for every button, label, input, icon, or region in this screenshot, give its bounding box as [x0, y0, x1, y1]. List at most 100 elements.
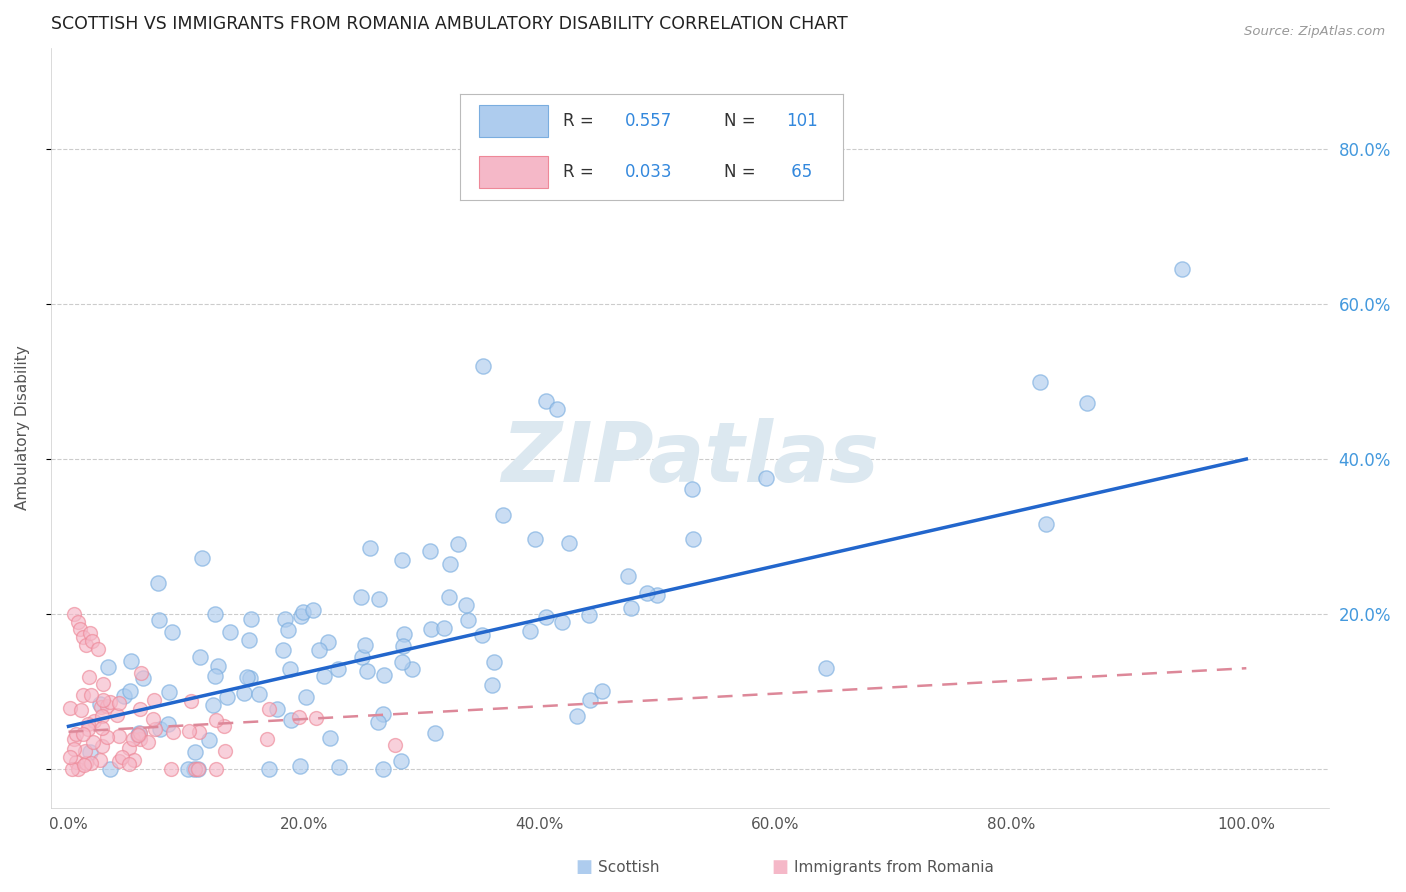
Point: [371, 762, 394, 776]
Point: [350, 591, 373, 605]
Point: [425, 726, 447, 740]
Point: [266, 702, 288, 716]
Point: [207, 659, 229, 673]
Point: [136, 735, 159, 749]
Point: [122, 753, 145, 767]
Point: [96, 731, 118, 745]
Point: [98, 695, 121, 709]
Point: [238, 633, 260, 648]
Point: [815, 661, 838, 675]
Point: [204, 762, 226, 776]
Point: [367, 715, 389, 730]
Point: [128, 725, 150, 739]
Text: Scottish: Scottish: [598, 860, 659, 874]
Point: [391, 655, 413, 669]
Point: [437, 590, 460, 604]
Point: [75, 638, 97, 652]
Point: [257, 702, 280, 716]
Point: [80, 634, 103, 648]
Point: [177, 762, 200, 776]
Point: [354, 638, 377, 652]
Point: [129, 732, 152, 747]
Point: [73, 744, 96, 758]
Point: [578, 608, 600, 623]
Text: ■: ■: [575, 858, 592, 876]
Point: [91, 739, 114, 754]
Point: [162, 624, 184, 639]
Point: [108, 697, 131, 711]
Point: [1035, 516, 1057, 531]
Point: [481, 678, 503, 692]
Point: [204, 669, 226, 683]
Point: [1076, 396, 1098, 410]
Point: [326, 662, 349, 676]
Point: [127, 728, 149, 742]
Point: [288, 710, 311, 724]
Point: [257, 762, 280, 776]
Point: [59, 701, 82, 715]
Point: [79, 670, 101, 684]
Point: [75, 756, 97, 770]
Point: [371, 706, 394, 721]
Point: [82, 734, 104, 748]
Point: [591, 684, 613, 698]
Text: ■: ■: [772, 858, 789, 876]
Text: Source: ZipAtlas.com: Source: ZipAtlas.com: [1244, 25, 1385, 38]
Point: [492, 508, 515, 522]
Point: [127, 729, 149, 743]
Point: [69, 623, 91, 637]
Point: [142, 712, 165, 726]
Point: [391, 639, 413, 653]
Point: [63, 742, 86, 756]
Point: [90, 721, 112, 735]
Point: [129, 665, 152, 680]
Point: [620, 600, 643, 615]
Point: [188, 724, 211, 739]
Point: [98, 762, 121, 776]
Point: [180, 694, 202, 708]
Point: [204, 713, 226, 727]
Point: [565, 709, 588, 723]
Point: [682, 532, 704, 546]
Point: [157, 685, 180, 699]
Point: [219, 625, 242, 640]
Point: [91, 708, 114, 723]
Point: [316, 635, 339, 649]
Point: [79, 626, 101, 640]
Point: [72, 757, 94, 772]
Point: [536, 609, 558, 624]
Text: ZIPatlas: ZIPatlas: [501, 418, 879, 499]
Point: [290, 608, 312, 623]
Point: [534, 393, 557, 408]
Point: [118, 741, 141, 756]
Point: [401, 662, 423, 676]
Point: [96, 698, 118, 713]
Point: [187, 762, 209, 776]
Point: [65, 755, 87, 769]
Point: [91, 677, 114, 691]
Point: [77, 723, 100, 737]
Point: [131, 671, 153, 685]
Point: [519, 624, 541, 638]
Y-axis label: Ambulatory Disability: Ambulatory Disability: [15, 346, 30, 510]
Point: [118, 756, 141, 771]
Point: [276, 624, 298, 638]
Point: [87, 641, 110, 656]
Point: [89, 697, 111, 711]
Point: [143, 692, 166, 706]
Point: [558, 536, 581, 550]
Point: [249, 687, 271, 701]
Point: [143, 723, 166, 737]
Point: [70, 703, 93, 717]
Point: [89, 753, 111, 767]
Point: [295, 690, 318, 704]
Point: [439, 557, 461, 571]
Point: [523, 532, 546, 546]
Point: [550, 615, 572, 629]
Point: [146, 575, 169, 590]
Point: [373, 668, 395, 682]
Point: [239, 671, 262, 685]
Point: [274, 612, 297, 626]
Point: [112, 690, 135, 704]
Point: [217, 690, 239, 704]
